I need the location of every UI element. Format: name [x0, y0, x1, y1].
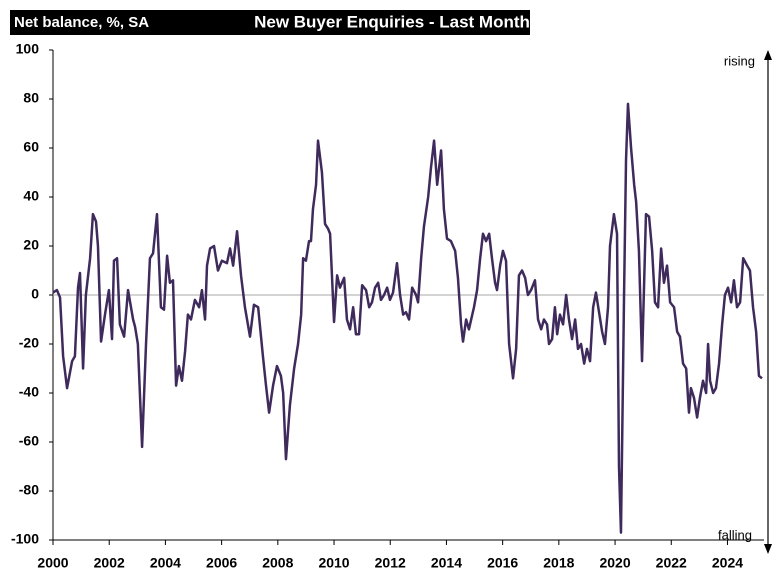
x-tick-label: 2004: [150, 555, 181, 571]
y-axis-label: Net balance, %, SA: [14, 14, 149, 31]
x-tick-label: 2008: [262, 555, 293, 571]
x-tick-label: 2002: [94, 555, 125, 571]
x-tick-label: 2020: [599, 555, 630, 571]
x-tick-label: 2012: [375, 555, 406, 571]
y-tick-label: 0: [31, 286, 39, 302]
data-line: [52, 102, 763, 534]
y-tick-label: 60: [23, 139, 39, 155]
y-tick-label: -20: [19, 335, 39, 351]
y-tick-label: 100: [16, 41, 40, 57]
x-tick-label: 2014: [431, 555, 462, 571]
x-tick-label: 2006: [206, 555, 237, 571]
y-tick-label: -80: [19, 482, 39, 498]
y-tick-label: 80: [23, 90, 39, 106]
chart-title: New Buyer Enquiries - Last Month: [254, 12, 530, 31]
y-tick-label: -60: [19, 433, 39, 449]
x-tick-label: 2000: [37, 555, 68, 571]
y-tick-label: 40: [23, 188, 39, 204]
x-tick-label: 2018: [543, 555, 574, 571]
y-tick-label: -40: [19, 384, 39, 400]
x-tick-label: 2024: [712, 555, 743, 571]
annotation: rising: [724, 53, 755, 68]
x-tick-label: 2022: [656, 555, 687, 571]
y-tick-label: -100: [11, 531, 39, 547]
header-bar: [10, 10, 530, 35]
x-tick-label: 2010: [318, 555, 349, 571]
x-tick-label: 2016: [487, 555, 518, 571]
y-tick-label: 20: [23, 237, 39, 253]
annotation: falling: [718, 527, 752, 542]
